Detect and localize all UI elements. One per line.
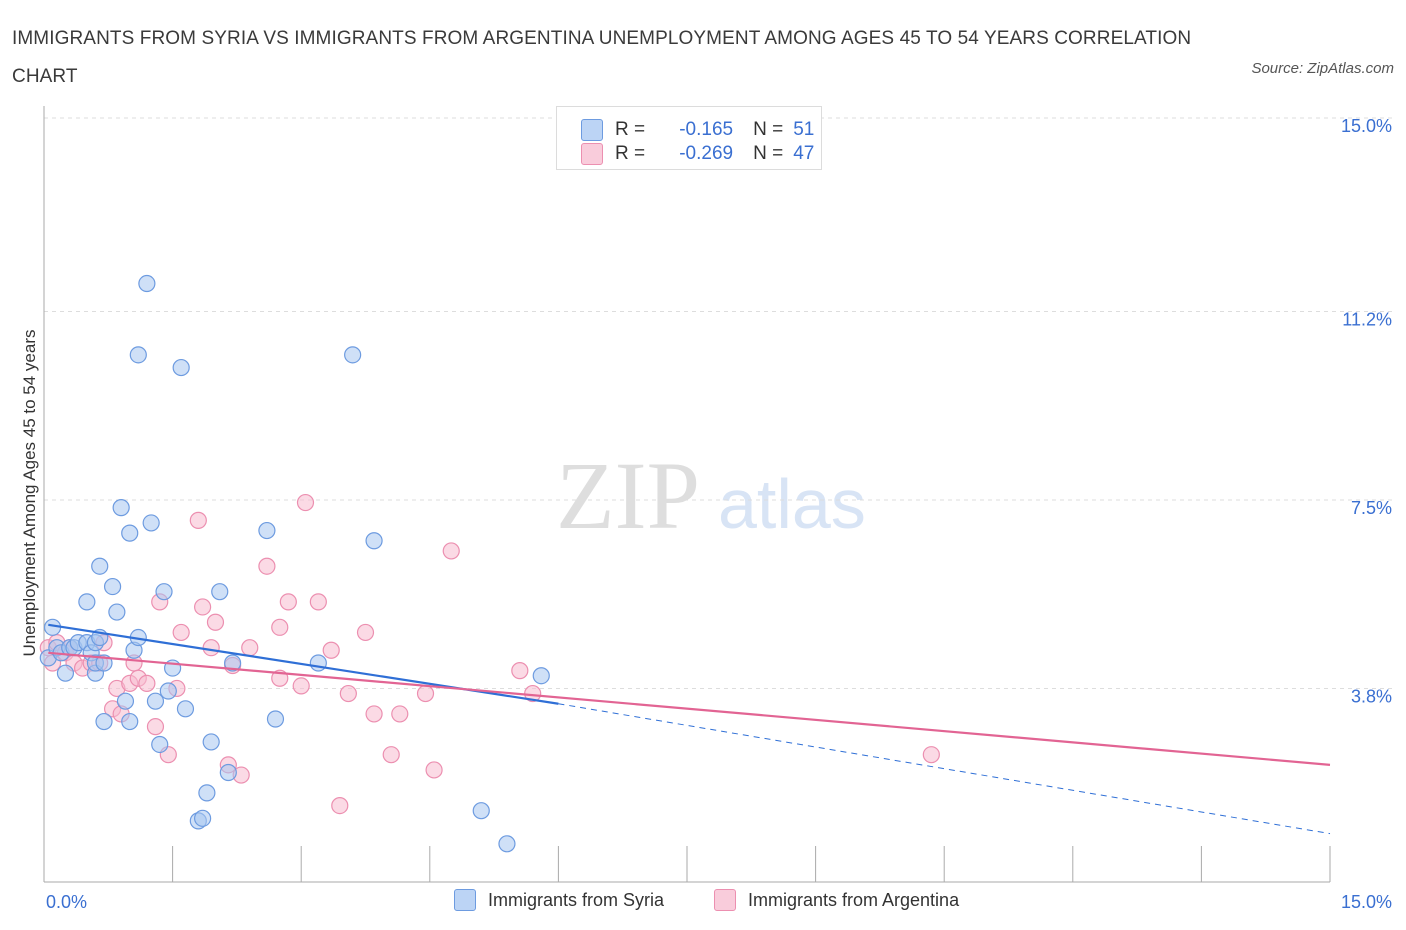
argentina-point	[365, 705, 383, 723]
argentina-point	[202, 639, 220, 657]
syria-point	[266, 710, 285, 728]
source-label: Source: ZipAtlas.com	[1251, 60, 1394, 77]
syria-point	[202, 733, 220, 751]
argentina-point	[339, 684, 357, 703]
syria-point	[129, 346, 147, 364]
argentina-point	[511, 662, 529, 680]
y-tick-label: 7.5%	[1351, 498, 1392, 518]
syria-point	[146, 692, 165, 710]
chart-title: IMMIGRANTS FROM SYRIA VS IMMIGRANTS FROM…	[12, 28, 1192, 87]
argentina-point	[138, 674, 156, 692]
syria-point	[365, 532, 383, 550]
syria-point	[219, 763, 237, 782]
argentina-point	[382, 746, 400, 764]
syria-point	[103, 577, 122, 596]
argentina-point	[271, 618, 289, 636]
syria-swatch	[581, 119, 603, 141]
syria-point	[151, 735, 169, 754]
argentina-point	[258, 557, 276, 575]
syria-point	[309, 654, 327, 672]
y-tick-label: 15.0%	[1341, 116, 1392, 136]
syria-point	[112, 499, 130, 517]
legend-label-syria: Immigrants from Syria	[488, 889, 665, 910]
argentina-point	[189, 511, 207, 529]
argentina-point	[416, 684, 435, 703]
syria-point	[121, 712, 139, 731]
syria-point	[194, 809, 212, 827]
argentina-point	[296, 493, 315, 512]
x-tick-label: 0.0%	[46, 892, 87, 912]
syria-point	[91, 557, 109, 575]
syria-swatch	[454, 889, 476, 911]
argentina-point	[292, 677, 310, 695]
n-value: 51	[793, 119, 815, 140]
series-legend: Immigrants from Syria Immigrants from Ar…	[0, 889, 1406, 915]
r-value: -0.269	[679, 143, 734, 164]
n-label: N =	[753, 143, 784, 164]
syria-trend-extension	[558, 703, 1331, 835]
argentina-point	[146, 718, 165, 736]
syria-point	[258, 521, 276, 540]
syria-point	[472, 802, 490, 820]
watermark: ZIP atlas	[556, 442, 866, 549]
syria-point	[159, 682, 177, 700]
argentina-point	[331, 796, 349, 815]
syria-point	[211, 583, 229, 601]
syria-point	[172, 358, 190, 377]
argentina-point	[922, 746, 940, 764]
correlation-legend: R = -0.165 N = 51 R = -0.269 N = 47	[556, 106, 822, 170]
argentina-swatch	[714, 889, 736, 911]
argentina-point	[322, 641, 340, 659]
syria-point	[95, 712, 113, 731]
x-tick-label: 15.0%	[1341, 892, 1392, 912]
n-label: N =	[753, 119, 784, 140]
n-value: 47	[793, 143, 815, 164]
syria-point	[116, 692, 135, 710]
legend-row-argentina: R = -0.269 N = 47	[581, 141, 814, 167]
syria-point	[138, 274, 156, 293]
syria-point	[142, 514, 160, 532]
legend-item-argentina[interactable]: Immigrants from Argentina	[714, 889, 959, 911]
syria-point	[198, 784, 216, 802]
legend-item-syria[interactable]: Immigrants from Syria	[454, 889, 664, 911]
argentina-point	[172, 623, 190, 642]
trend-lines	[48, 623, 1331, 835]
argentina-point	[391, 705, 409, 723]
argentina-point	[309, 593, 327, 611]
argentina-point	[206, 613, 225, 631]
r-value: -0.165	[679, 119, 734, 140]
legend-label-argentina: Immigrants from Argentina	[748, 889, 960, 910]
syria-point	[344, 346, 362, 364]
y-tick-label: 3.8%	[1351, 686, 1392, 706]
argentina-point	[425, 761, 443, 779]
data-points	[39, 274, 940, 853]
syria-point	[121, 524, 139, 542]
gridlines	[44, 117, 1394, 689]
syria-point	[498, 835, 516, 853]
syria-point	[224, 654, 242, 672]
argentina-point	[356, 623, 375, 642]
syria-point	[108, 603, 126, 621]
syria-point	[532, 667, 550, 685]
argentina-swatch	[581, 143, 603, 165]
legend-row-syria: R = -0.165 N = 51	[581, 117, 814, 143]
syria-point	[176, 700, 195, 718]
r-label: R =	[615, 119, 646, 140]
watermark-atlas: atlas	[718, 465, 866, 543]
syria-point	[155, 583, 173, 601]
argentina-point	[279, 593, 297, 611]
r-label: R =	[615, 143, 646, 164]
y-tick-label: 11.2%	[1342, 310, 1392, 330]
argentina-point	[442, 542, 460, 560]
watermark-zip: ZIP	[556, 442, 700, 549]
syria-point	[56, 664, 75, 682]
axes	[43, 106, 1331, 883]
argentina-trend-line	[48, 651, 1331, 766]
tick-labels: 3.8% 7.5% 11.2% 15.0% 0.0% 15.0%	[46, 116, 1392, 912]
argentina-point	[194, 598, 212, 616]
argentina-point	[241, 639, 259, 657]
syria-point	[78, 593, 96, 611]
